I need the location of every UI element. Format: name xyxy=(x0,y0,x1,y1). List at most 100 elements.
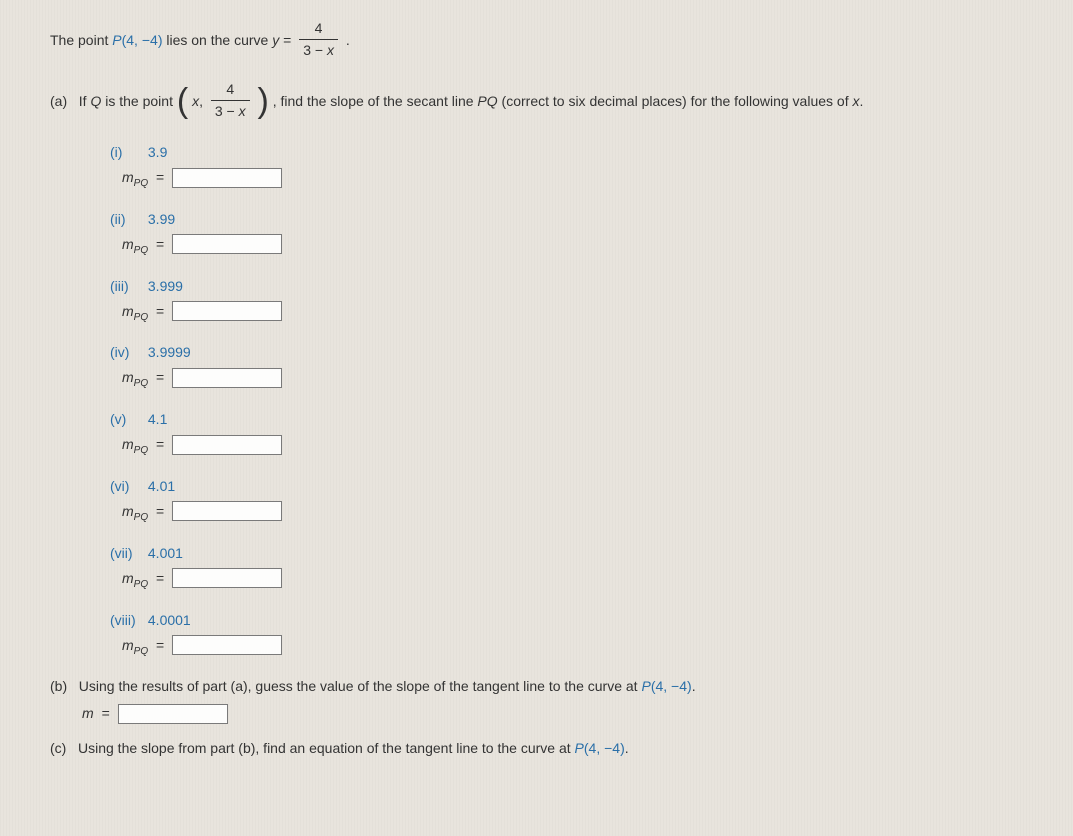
item-i: (i) 3.9 xyxy=(110,142,1023,163)
mline-v: mPQ = xyxy=(122,434,1023,458)
pa-t2: is the point xyxy=(105,93,177,109)
sub-iii: PQ xyxy=(134,311,148,322)
point-close: ) xyxy=(158,32,163,48)
xval-i: 3.9 xyxy=(148,144,167,160)
roman-i: (i) xyxy=(110,142,144,163)
intro-prefix: The point xyxy=(50,32,112,48)
intro-mid: lies on the curve xyxy=(166,32,272,48)
pa-t4: (correct to six decimal places) for the … xyxy=(502,93,853,109)
point-open: (4, xyxy=(122,32,142,48)
sub-vii: PQ xyxy=(134,579,148,590)
qfrac-num: 4 xyxy=(211,79,250,101)
roman-iv: (iv) xyxy=(110,342,144,363)
pb-text1: Using the results of part (a), guess the… xyxy=(79,678,642,694)
roman-ii: (ii) xyxy=(110,209,144,230)
PQ: PQ xyxy=(477,93,497,109)
answer-input-vii[interactable] xyxy=(172,568,282,588)
xval-v: 4.1 xyxy=(148,411,167,427)
mline-iv: mPQ = xyxy=(122,367,1023,391)
item-iv: (iv) 3.9999 xyxy=(110,342,1023,363)
m-i: m xyxy=(122,169,134,185)
mline-i: mPQ = xyxy=(122,167,1023,191)
item-vi: (vi) 4.01 xyxy=(110,476,1023,497)
frac-num: 4 xyxy=(299,18,338,40)
pc-P: P xyxy=(575,740,584,756)
part-b: (b) Using the results of part (a), guess… xyxy=(50,676,1023,724)
pc-period: . xyxy=(625,740,629,756)
m-vii: m xyxy=(122,570,134,586)
intro-line: The point P(4, −4) lies on the curve y =… xyxy=(50,20,1023,63)
item-iii: (iii) 3.999 xyxy=(110,276,1023,297)
pb-eq: = xyxy=(102,705,110,721)
eq-vii: = xyxy=(156,570,164,586)
answer-input-iii[interactable] xyxy=(172,301,282,321)
answer-input-b[interactable] xyxy=(118,704,228,724)
xval-ii: 3.99 xyxy=(148,211,175,227)
item-viii: (viii) 4.0001 xyxy=(110,610,1023,631)
pc-open: (4, xyxy=(584,740,604,756)
qfrac-den-const: 3 − xyxy=(215,103,239,119)
Q-fraction: 4 3 − x xyxy=(211,79,250,122)
mline-ii: mPQ = xyxy=(122,234,1023,258)
answer-input-i[interactable] xyxy=(172,168,282,188)
m-iii: m xyxy=(122,303,134,319)
part-c: (c) Using the slope from part (b), find … xyxy=(50,738,1023,759)
pa-t1: If xyxy=(79,93,91,109)
part-a-label: (a) xyxy=(50,93,67,109)
eq-iv: = xyxy=(156,369,164,385)
pb-period: . xyxy=(692,678,696,694)
mline-vi: mPQ = xyxy=(122,501,1023,525)
mline-viii: mPQ = xyxy=(122,635,1023,659)
pa-t3: , find the slope of the secant line xyxy=(273,93,478,109)
equals: = xyxy=(283,32,295,48)
item-vii: (vii) 4.001 xyxy=(110,543,1023,564)
frac-den-x: x xyxy=(327,42,334,58)
pb-P: P xyxy=(641,678,650,694)
pb-open: (4, xyxy=(651,678,671,694)
intro-period: . xyxy=(346,32,350,48)
qfrac-den-x: x xyxy=(239,103,246,119)
eq-ii: = xyxy=(156,236,164,252)
roman-vi: (vi) xyxy=(110,476,144,497)
xval-vi: 4.01 xyxy=(148,478,175,494)
m-ii: m xyxy=(122,236,134,252)
part-a-header: (a) If Q is the point ( x, 4 3 − x ) , f… xyxy=(50,81,1023,124)
right-paren-icon: ) xyxy=(258,82,269,120)
answer-input-iv[interactable] xyxy=(172,368,282,388)
frac-den: 3 − x xyxy=(299,40,338,61)
xval-iv: 3.9999 xyxy=(148,344,191,360)
xval-vii: 4.001 xyxy=(148,545,183,561)
eq-viii: = xyxy=(156,637,164,653)
item-v: (v) 4.1 xyxy=(110,409,1023,430)
sub-v: PQ xyxy=(134,445,148,456)
roman-v: (v) xyxy=(110,409,144,430)
paren-comma: , xyxy=(199,93,207,109)
roman-iii: (iii) xyxy=(110,276,144,297)
sub-ii: PQ xyxy=(134,245,148,256)
part-c-label: (c) xyxy=(50,740,66,756)
qfrac-den: 3 − x xyxy=(211,101,250,122)
xval-iii: 3.999 xyxy=(148,278,183,294)
answer-input-vi[interactable] xyxy=(172,501,282,521)
m-viii: m xyxy=(122,637,134,653)
item-ii: (ii) 3.99 xyxy=(110,209,1023,230)
Q: Q xyxy=(90,93,101,109)
point-P: P xyxy=(112,32,121,48)
frac-den-const: 3 − xyxy=(303,42,327,58)
pb-m: m xyxy=(82,705,94,721)
sub-iv: PQ xyxy=(134,378,148,389)
part-b-label: (b) xyxy=(50,678,67,694)
pc-text1: Using the slope from part (b), find an e… xyxy=(78,740,575,756)
answer-input-v[interactable] xyxy=(172,435,282,455)
sub-viii: PQ xyxy=(134,645,148,656)
part-a-items: (i) 3.9 mPQ = (ii) 3.99 mPQ = (iii) 3.99… xyxy=(50,142,1023,658)
answer-input-viii[interactable] xyxy=(172,635,282,655)
point-neg4: −4 xyxy=(142,32,158,48)
mline-iii: mPQ = xyxy=(122,301,1023,325)
answer-input-ii[interactable] xyxy=(172,234,282,254)
eq-iii: = xyxy=(156,303,164,319)
roman-viii: (viii) xyxy=(110,610,144,631)
m-v: m xyxy=(122,436,134,452)
pc-neg: −4 xyxy=(604,740,620,756)
curve-fraction: 4 3 − x xyxy=(299,18,338,61)
